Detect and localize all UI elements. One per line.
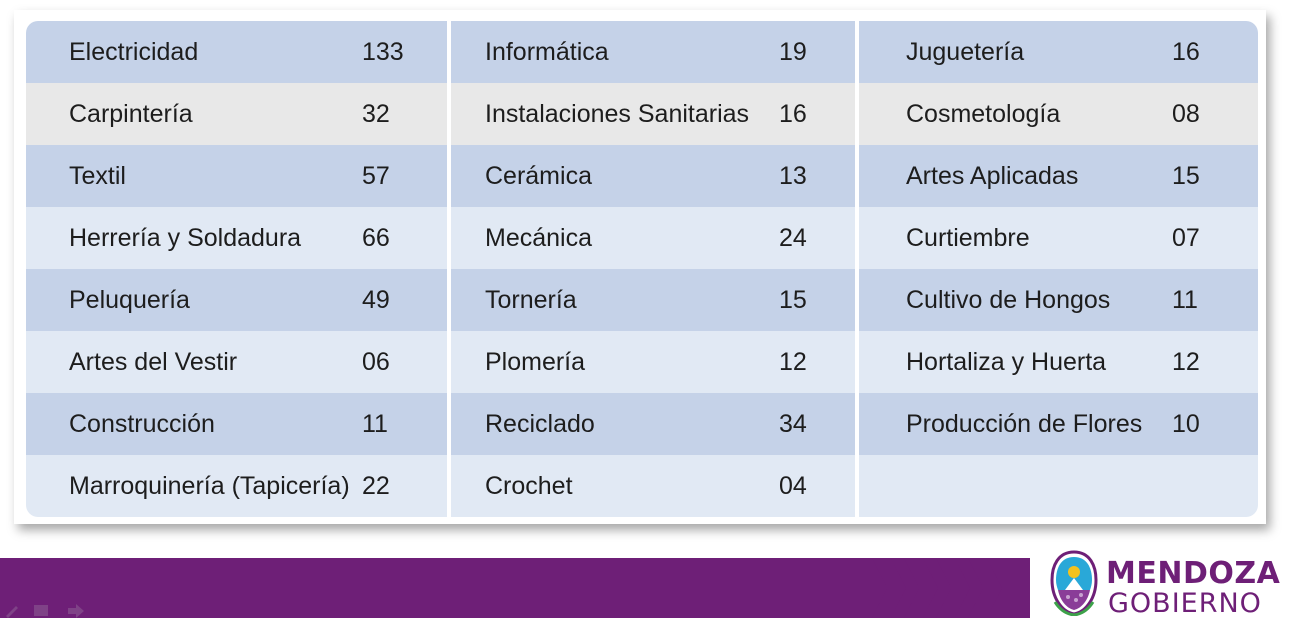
table-row: Electricidad 133 [26,21,447,83]
table-row: Carpintería 32 [26,83,447,145]
course-count: 19 [779,37,807,66]
table-row: Mecánica 24 [451,207,855,269]
course-name: Mecánica [485,223,592,252]
course-count: 57 [362,161,390,190]
course-count: 34 [779,409,807,438]
mendoza-emblem-icon [1050,550,1098,616]
table-column-2: Informática 19 Instalaciones Sanitarias 16… [451,21,855,517]
course-name: Juguetería [906,37,1025,66]
course-count: 04 [779,471,807,500]
table-column-3: Juguetería 16 Cosmetología 08 Artes Aplica… [859,21,1258,517]
course-name: Producción de Flores [906,409,1143,438]
course-name: Construcción [69,409,215,438]
course-count: 15 [779,285,807,314]
course-name: Reciclado [485,409,595,438]
course-name: Cerámica [485,161,592,190]
course-count: 12 [779,347,807,376]
course-count: 07 [1172,223,1200,252]
course-count: 10 [1172,409,1200,438]
course-name: Herrería y Soldadura [69,223,302,252]
table-row: Peluquería 49 [26,269,447,331]
course-name: Cosmetología [906,99,1061,128]
table-row: Artes Aplicadas 15 [859,145,1258,207]
slide-tools-icon[interactable] [2,600,92,620]
course-count: 49 [362,285,390,314]
course-count: 08 [1172,99,1200,128]
course-count: 24 [779,223,807,252]
course-name: Artes del Vestir [69,347,238,376]
course-name: Carpintería [69,99,193,128]
course-name: Cultivo de Hongos [906,285,1111,314]
course-name: Artes Aplicadas [906,161,1079,190]
course-name: Instalaciones Sanitarias [485,99,750,128]
course-name: Electricidad [69,37,199,66]
course-count: 22 [362,471,390,500]
table-row: Curtiembre 07 [859,207,1258,269]
course-name: Textil [69,161,126,190]
footer-band [0,558,1030,618]
table-row: Plomería 12 [451,331,855,393]
courses-table: Electricidad 133 Carpintería 32 Textil 57 H… [26,21,1258,517]
table-row: Instalaciones Sanitarias 16 [451,83,855,145]
course-name: Crochet [485,471,573,500]
table-row [859,455,1258,517]
table-row: Construcción 11 [26,393,447,455]
table-column-1: Electricidad 133 Carpintería 32 Textil 57 H… [26,21,447,517]
course-name: Hortaliza y Huerta [906,347,1107,376]
course-name: Informática [485,37,609,66]
brand-title: MENDOZA [1106,556,1281,591]
course-count: 11 [1172,285,1198,314]
table-row: Cerámica 13 [451,145,855,207]
course-name: Peluquería [69,285,190,314]
course-count: 133 [362,37,404,66]
table-row: Tornería 15 [451,269,855,331]
course-count: 32 [362,99,390,128]
table-row: Artes del Vestir 06 [26,331,447,393]
table-row: Hortaliza y Huerta 12 [859,331,1258,393]
course-count: 11 [362,409,388,438]
table-row: Crochet 04 [451,455,855,517]
table-row: Cosmetología 08 [859,83,1258,145]
course-count: 16 [1172,37,1200,66]
table-row: Textil 57 [26,145,447,207]
course-count: 16 [779,99,807,128]
course-count: 15 [1172,161,1200,190]
course-name: Curtiembre [906,223,1030,252]
table-row: Herrería y Soldadura 66 [26,207,447,269]
table-row: Informática 19 [451,21,855,83]
table-row: Producción de Flores 10 [859,393,1258,455]
course-count: 66 [362,223,390,252]
course-count: 06 [362,347,390,376]
course-name: Plomería [485,347,586,376]
course-name: Tornería [485,285,577,314]
table-row: Cultivo de Hongos 11 [859,269,1258,331]
course-name: Marroquinería (Tapicería) [69,471,350,500]
course-count: 13 [779,161,807,190]
table-row: Marroquinería (Tapicería) 22 [26,455,447,517]
table-row: Juguetería 16 [859,21,1258,83]
brand-subtitle: GOBIERNO [1108,588,1262,619]
table-row: Reciclado 34 [451,393,855,455]
course-count: 12 [1172,347,1200,376]
